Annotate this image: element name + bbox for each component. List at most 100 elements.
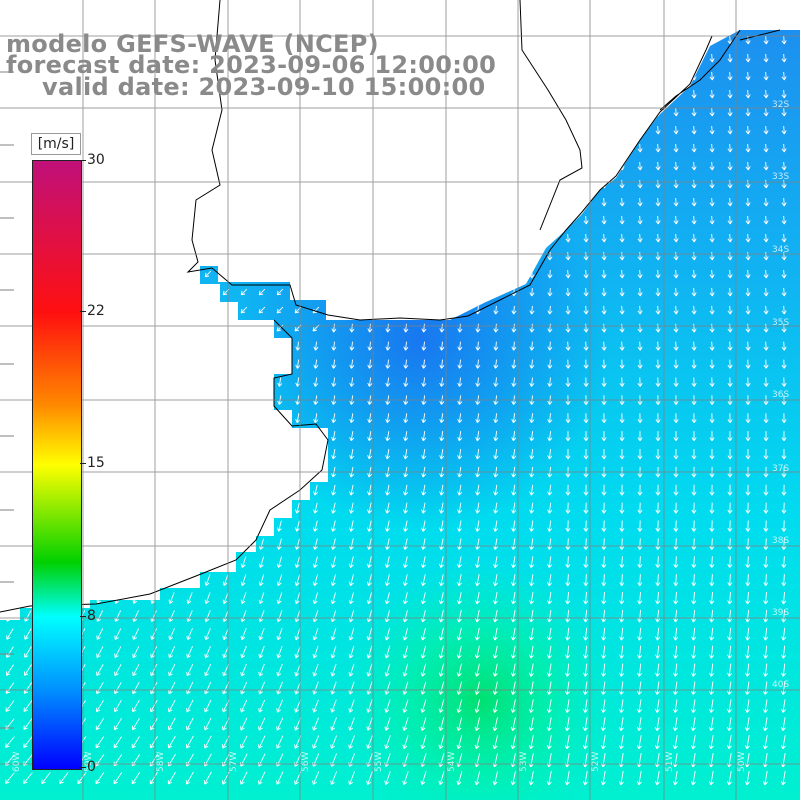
wind-arrow [601,538,607,550]
wind-arrow [96,628,104,640]
wind-arrow [475,215,481,225]
wind-arrow [384,645,391,659]
wind-arrow [637,233,643,243]
wind-arrow [637,53,643,63]
wind-arrow [186,288,194,296]
wind-arrow [240,270,248,278]
wind-arrow [565,484,571,496]
wind-arrow [745,71,751,81]
wind-arrow [439,215,445,225]
wind-arrow [637,143,643,153]
wind-arrow [709,251,715,261]
wind-arrow [168,216,176,224]
wind-arrow [601,143,607,153]
wind-arrow [421,323,427,333]
wind-arrow [529,197,535,207]
wind-arrow [601,197,607,207]
wind-arrow [528,699,534,713]
wind-arrow [186,699,194,713]
wind-arrow [457,197,463,207]
wind-arrow [619,359,625,369]
wind-arrow [276,270,284,278]
wind-arrow [402,663,409,677]
wind-arrow [366,574,372,587]
wind-arrow [475,484,481,496]
wind-arrow [727,627,733,641]
wind-arrow [691,574,697,587]
wind-arrow [439,179,445,189]
wind-arrow [367,305,373,315]
wind-arrow [672,771,678,786]
wind-arrow [24,126,32,134]
wind-arrow [601,215,607,225]
wind-arrow [150,234,158,242]
wind-arrow [330,645,337,659]
wind-arrow [312,771,320,785]
wind-arrow [726,699,732,713]
wind-arrow [349,179,355,189]
wind-arrow [565,556,571,568]
wind-arrow [510,717,516,732]
wind-arrow [709,645,715,659]
wind-arrow [187,448,193,460]
wind-arrow [330,520,336,532]
wind-arrow [511,431,517,442]
wind-arrow [691,305,697,315]
wind-arrow [456,771,463,786]
wind-arrow [637,359,643,369]
wind-arrow [384,556,390,568]
wind-arrow [348,574,354,587]
wind-arrow [619,484,625,496]
wind-arrow [583,591,589,605]
wind-arrow [349,323,355,333]
wind-arrow [637,484,643,496]
wind-arrow [259,359,265,369]
wind-arrow [601,107,607,117]
wind-arrow [131,717,140,731]
wind-arrow [529,377,535,387]
wind-arrow [168,270,176,278]
wind-arrow [708,717,714,732]
wind-arrow [294,502,300,514]
wind-arrow [600,771,606,786]
wind-arrow [547,251,553,261]
wind-arrow [547,53,553,63]
wind-arrow [403,502,409,514]
wind-arrow [529,359,535,369]
wind-arrow [312,198,320,206]
wind-arrow [438,627,444,641]
wind-arrow [438,717,445,731]
wind-arrow [511,448,517,460]
wind-arrow [619,179,625,189]
wind-arrow [402,735,409,749]
wind-arrow [204,699,212,713]
wind-arrow [78,108,86,116]
wind-arrow [492,574,499,587]
wind-arrow [439,502,445,514]
wind-arrow [277,431,283,442]
wind-arrow [727,53,733,63]
wind-arrow [312,699,319,713]
wind-arrow [529,107,535,117]
wind-arrow [385,125,391,135]
wind-arrow [582,771,588,786]
wind-arrow [403,377,409,387]
wind-arrow [691,35,697,45]
wind-arrow [150,270,158,278]
wind-arrow [6,628,14,640]
wind-arrow [276,681,283,695]
wind-arrow [185,735,194,749]
wind-arrow [59,772,69,785]
wind-arrow [439,359,445,369]
wind-arrow [132,646,140,659]
wind-arrow [619,663,625,677]
wind-arrow [295,413,301,424]
wind-arrow [385,161,391,171]
wind-arrow [762,735,768,750]
wind-arrow [547,107,553,117]
wind-arrow [367,107,373,117]
wind-arrow [709,125,715,135]
wind-arrow [601,161,607,171]
wind-arrow [726,771,732,786]
wind-arrow [150,646,158,659]
